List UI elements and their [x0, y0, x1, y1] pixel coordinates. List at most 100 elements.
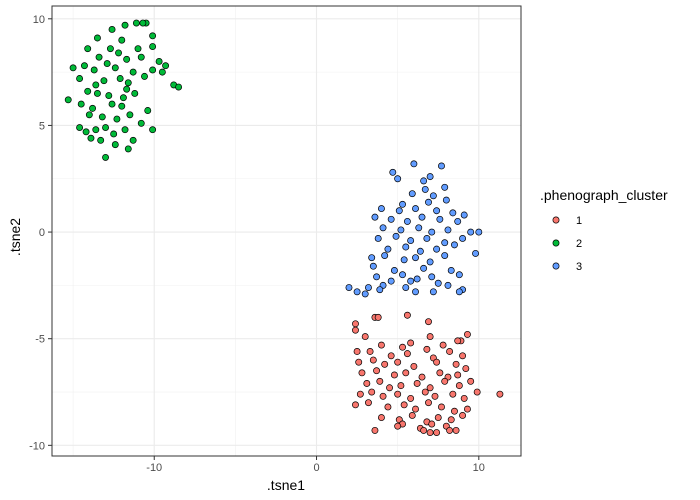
data-point — [92, 81, 100, 89]
data-point — [449, 209, 457, 217]
data-point — [95, 53, 103, 61]
data-point — [412, 405, 419, 413]
data-point — [452, 360, 460, 368]
data-point — [446, 426, 454, 434]
data-points — [64, 19, 504, 436]
legend: .phenograph_cluster 1 2 3 — [540, 187, 668, 273]
data-point — [126, 111, 134, 119]
major-gridlines — [52, 6, 521, 456]
data-point — [139, 19, 147, 27]
data-point — [436, 369, 444, 377]
data-point — [116, 75, 124, 82]
data-point — [438, 162, 445, 170]
data-point — [407, 394, 415, 402]
data-point — [454, 217, 462, 225]
data-point — [361, 290, 369, 298]
data-point — [121, 21, 129, 29]
data-point — [408, 412, 416, 419]
data-point — [358, 369, 366, 377]
data-point — [408, 190, 416, 198]
data-point — [463, 330, 471, 338]
data-point — [444, 226, 452, 234]
data-point — [129, 68, 137, 76]
data-point — [412, 254, 419, 262]
data-point — [394, 358, 402, 366]
data-point — [64, 96, 72, 104]
data-point — [455, 271, 463, 279]
data-point — [459, 352, 467, 360]
data-point — [431, 392, 439, 400]
data-point — [402, 243, 410, 251]
data-point — [403, 311, 411, 319]
data-point — [379, 392, 387, 400]
data-point — [467, 228, 475, 236]
series-1 — [352, 311, 504, 436]
data-point — [76, 75, 84, 82]
x-tick-label: -10 — [146, 462, 162, 474]
data-point — [438, 403, 445, 411]
data-point — [392, 232, 400, 240]
data-point — [371, 426, 379, 434]
data-point — [381, 360, 389, 368]
data-point — [407, 237, 415, 245]
x-tick-labels: -10 0 10 — [146, 462, 485, 474]
data-point — [113, 115, 121, 123]
data-point — [118, 36, 126, 44]
data-point — [447, 416, 455, 424]
data-point — [410, 362, 418, 370]
y-tick-label: 0 — [39, 227, 45, 239]
data-point — [162, 62, 170, 70]
data-point — [89, 104, 97, 112]
data-point — [403, 217, 411, 225]
legend-label: 2 — [576, 238, 582, 250]
data-point — [93, 89, 101, 97]
data-point — [69, 64, 77, 72]
data-point — [420, 426, 428, 434]
data-point — [473, 388, 481, 396]
data-point — [426, 429, 434, 436]
data-point — [363, 380, 371, 387]
data-point — [439, 341, 447, 349]
x-tick-label: 0 — [313, 462, 319, 474]
data-point — [449, 390, 457, 398]
data-point — [149, 32, 157, 40]
data-point — [131, 89, 139, 97]
data-point — [105, 92, 113, 100]
data-point — [81, 62, 88, 70]
data-point — [403, 350, 411, 358]
data-point — [395, 207, 403, 215]
data-point — [390, 267, 398, 274]
y-axis-title: .tsne2 — [7, 218, 23, 256]
y-tick-labels: -10 -5 0 5 10 — [29, 14, 45, 453]
data-point — [386, 384, 394, 392]
data-point — [377, 341, 385, 349]
data-point — [460, 211, 468, 219]
y-tick-label: 10 — [33, 14, 45, 26]
data-point — [124, 79, 132, 87]
x-tick-label: 10 — [473, 462, 485, 474]
legend-label: 1 — [576, 215, 582, 227]
data-point — [390, 371, 398, 379]
y-tick-label: 5 — [39, 120, 45, 132]
x-axis-title: .tsne1 — [267, 477, 305, 493]
data-point — [415, 224, 423, 232]
data-point — [115, 49, 122, 57]
data-point — [355, 358, 363, 366]
data-point — [155, 58, 163, 65]
data-point — [373, 273, 381, 281]
data-point — [377, 414, 385, 422]
data-point — [366, 348, 374, 355]
data-point — [407, 277, 415, 285]
data-point — [371, 213, 379, 221]
data-point — [441, 183, 449, 191]
data-point — [76, 124, 84, 132]
data-point — [459, 235, 467, 242]
legend-key — [552, 216, 560, 224]
data-point — [426, 173, 434, 181]
data-point — [426, 384, 434, 392]
data-point — [87, 134, 95, 142]
data-point — [399, 343, 406, 351]
data-point — [459, 412, 467, 419]
data-point — [381, 252, 389, 259]
legend-label: 3 — [576, 261, 582, 273]
